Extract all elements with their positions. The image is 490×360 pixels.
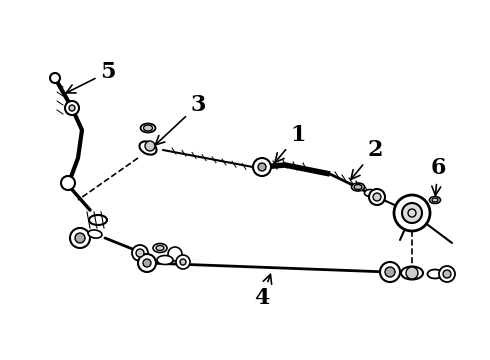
Ellipse shape — [144, 125, 152, 131]
Circle shape — [168, 247, 182, 261]
Circle shape — [69, 105, 75, 111]
Circle shape — [180, 259, 186, 265]
Ellipse shape — [88, 230, 102, 238]
Circle shape — [75, 233, 85, 243]
Circle shape — [65, 101, 79, 115]
Ellipse shape — [354, 185, 362, 189]
Text: 5: 5 — [66, 61, 116, 93]
Ellipse shape — [140, 141, 156, 155]
Circle shape — [402, 203, 422, 223]
Circle shape — [70, 228, 90, 248]
Text: 2: 2 — [351, 139, 383, 179]
Circle shape — [136, 249, 144, 257]
Circle shape — [138, 254, 156, 272]
Circle shape — [369, 189, 385, 205]
Ellipse shape — [156, 246, 164, 251]
Text: 4: 4 — [254, 274, 271, 309]
Text: 6: 6 — [430, 157, 446, 195]
Circle shape — [145, 141, 155, 151]
Circle shape — [439, 266, 455, 282]
Circle shape — [176, 255, 190, 269]
Circle shape — [406, 267, 418, 279]
Circle shape — [132, 245, 148, 261]
Ellipse shape — [153, 243, 167, 252]
Ellipse shape — [157, 256, 173, 265]
Circle shape — [380, 262, 400, 282]
Ellipse shape — [401, 266, 423, 279]
Circle shape — [258, 163, 266, 171]
Circle shape — [385, 267, 395, 277]
Ellipse shape — [427, 270, 442, 279]
Circle shape — [143, 259, 151, 267]
Ellipse shape — [141, 123, 155, 132]
Circle shape — [443, 270, 451, 278]
Text: 3: 3 — [155, 94, 206, 145]
Ellipse shape — [430, 197, 441, 203]
Circle shape — [394, 195, 430, 231]
Circle shape — [50, 73, 60, 83]
Ellipse shape — [351, 183, 365, 191]
Circle shape — [61, 176, 75, 190]
Circle shape — [253, 158, 271, 176]
Text: 1: 1 — [275, 124, 306, 162]
Circle shape — [373, 193, 381, 201]
Ellipse shape — [89, 215, 107, 225]
Ellipse shape — [365, 189, 375, 197]
Ellipse shape — [432, 198, 438, 202]
